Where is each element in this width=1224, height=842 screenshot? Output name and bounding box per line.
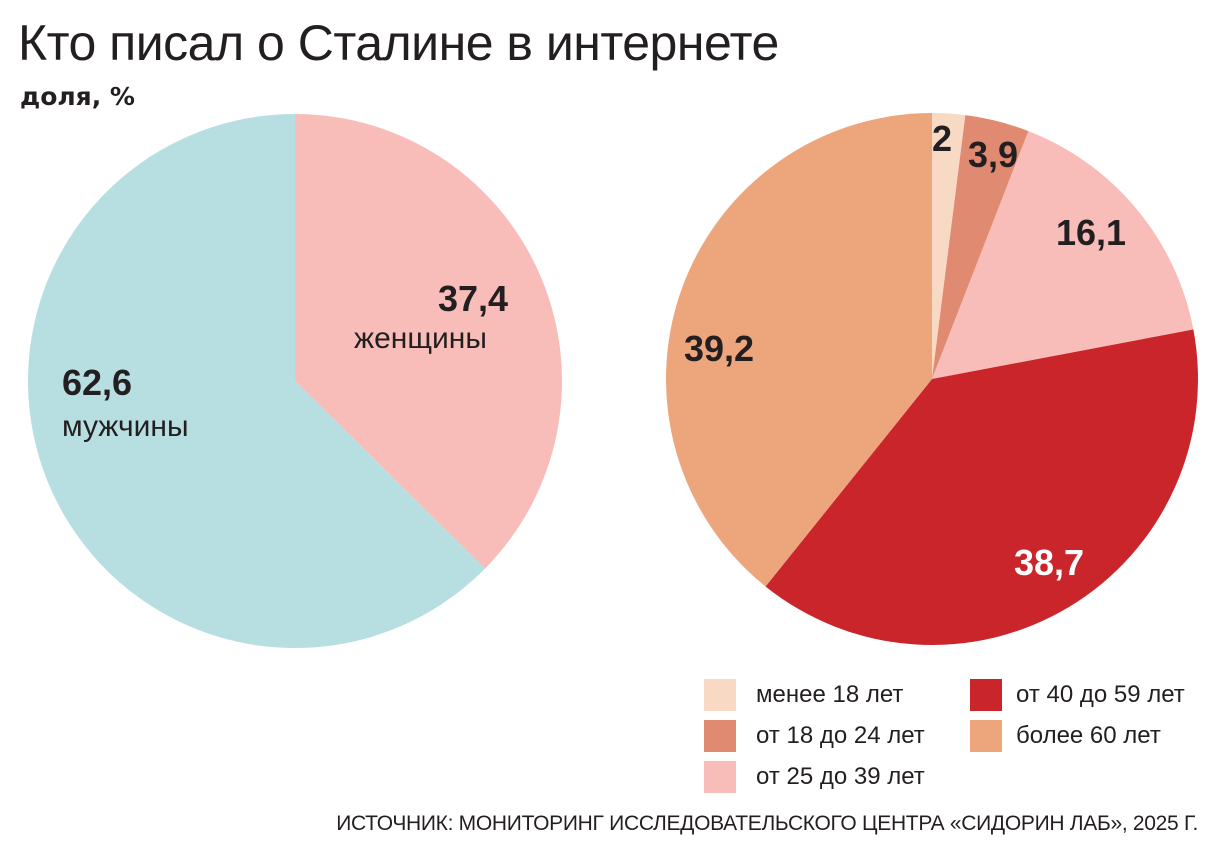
legend-item-25-39: от 25 до 39 лет — [704, 761, 925, 793]
legend-item-over60: более 60 лет — [970, 720, 1161, 752]
age-40-59-value: 38,7 — [1014, 542, 1085, 583]
age-25-39-value: 16,1 — [1056, 212, 1127, 253]
legend-label: от 40 до 59 лет — [1016, 681, 1185, 708]
legend-item-40-59: от 40 до 59 лет — [970, 679, 1185, 711]
age-pie-slice-4 — [665, 113, 932, 587]
legend-label: менее 18 лет — [756, 681, 904, 708]
age-pie-slice-1 — [932, 115, 1029, 379]
age-pie-slice-2 — [932, 131, 1194, 379]
age-under18-value: 2 — [932, 118, 953, 159]
legend-swatch — [970, 720, 1002, 752]
source-note: ИСТОЧНИК: МОНИТОРИНГ ИССЛЕДОВАТЕЛЬСКОГО … — [336, 812, 1198, 835]
age-18-24-value: 3,9 — [968, 134, 1019, 175]
legend-label: более 60 лет — [1016, 722, 1161, 749]
legend-label: от 18 до 24 лет — [756, 722, 925, 749]
women-label: женщины — [354, 322, 487, 355]
men-value-label: 62,6 — [62, 362, 133, 403]
age-pie-slice-3 — [765, 329, 1199, 646]
legend-swatch — [970, 679, 1002, 711]
legend-item-18-24: от 18 до 24 лет — [704, 720, 925, 752]
women-value-label: 37,4 — [438, 278, 509, 319]
men-label: мужчины — [62, 410, 189, 443]
legend-swatch — [704, 720, 736, 752]
gender-pie-slice-1 — [27, 114, 485, 648]
legend-label: от 25 до 39 лет — [756, 763, 925, 790]
chart-subtitle: доля, % — [20, 82, 135, 111]
legend-swatch — [704, 679, 736, 711]
legend-swatch — [704, 761, 736, 793]
age-pie-slice-0 — [932, 113, 966, 379]
age-over60-value: 39,2 — [684, 328, 755, 369]
gender-pie-slice-0 — [295, 114, 562, 569]
chart-title: Кто писал о Сталине в интернете — [18, 15, 779, 71]
legend-item-under18: менее 18 лет — [704, 679, 903, 711]
